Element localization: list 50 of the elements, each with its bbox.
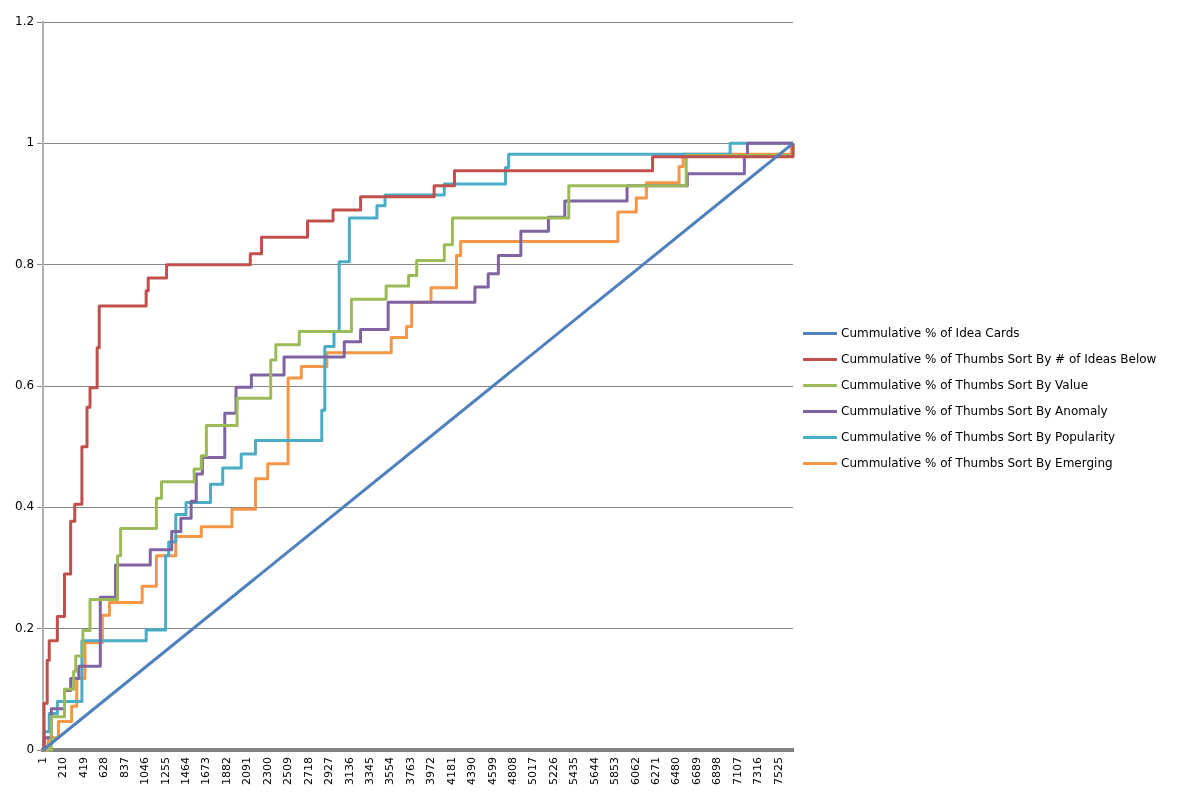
x-tick-label: 4808 xyxy=(506,757,519,786)
legend-label: Cummulative % of Thumbs Sort By Emerging xyxy=(841,456,1113,470)
x-tick-label: 3972 xyxy=(424,757,438,786)
x-tick-label: 1673 xyxy=(199,757,213,786)
x-tick-label: 2509 xyxy=(281,757,295,786)
x-tick-label: 4599 xyxy=(485,757,499,786)
x-tick-label: 1464 xyxy=(179,757,192,786)
x-tick-label: 5435 xyxy=(567,757,581,786)
x-tick-label: 2091 xyxy=(240,757,254,786)
x-tick-label: 1046 xyxy=(138,757,152,786)
y-tick-label: 0.4 xyxy=(14,499,35,514)
x-tick-label: 6689 xyxy=(689,757,703,786)
legend-label: Cummulative % of Thumbs Sort By # of Ideas Below xyxy=(841,352,1157,366)
x-tick-label: 3136 xyxy=(342,757,356,786)
x-tick-label: 1255 xyxy=(158,757,172,786)
x-tick-label: 4181 xyxy=(444,757,458,786)
y-tick-label: 0.2 xyxy=(14,620,35,635)
y-tick-label: 0.6 xyxy=(14,378,35,393)
x-tick-label: 837 xyxy=(117,757,131,779)
x-tick-label: 4390 xyxy=(465,757,479,786)
x-tick-label: 3554 xyxy=(383,757,397,786)
x-tick-label: 5226 xyxy=(546,757,560,786)
x-tick-label: 5853 xyxy=(608,757,622,786)
x-tick-label: 7107 xyxy=(730,757,744,786)
legend-label: Cummulative % of Thumbs Sort By Popularity xyxy=(841,430,1116,444)
legend-label: Cummulative % of Idea Cards xyxy=(841,326,1020,340)
x-tick-label: 419 xyxy=(76,757,90,779)
x-tick-label: 6062 xyxy=(628,757,642,786)
x-tick-label: 2927 xyxy=(322,757,336,786)
x-tick-label: 6898 xyxy=(710,757,724,786)
x-tick-label: 3763 xyxy=(403,757,417,786)
y-tick-label: 0.8 xyxy=(14,256,35,271)
x-tick-label: 6271 xyxy=(649,757,663,786)
legend-label: Cummulative % of Thumbs Sort By Value xyxy=(841,378,1089,392)
x-tick-label: 628 xyxy=(97,757,111,779)
x-tick-label: 7316 xyxy=(751,757,765,786)
y-tick-label: 1.2 xyxy=(14,14,35,29)
legend-label: Cummulative % of Thumbs Sort By Anomaly xyxy=(841,404,1108,418)
x-tick-label: 2718 xyxy=(301,757,315,786)
x-tick-label: 5017 xyxy=(526,757,540,786)
x-tick-label: 3345 xyxy=(362,757,376,786)
x-tick-label: 7525 xyxy=(771,757,785,786)
y-tick-label: 0 xyxy=(26,742,35,757)
x-tick-label: 1882 xyxy=(219,757,233,786)
y-tick-label: 1 xyxy=(26,135,35,150)
x-tick-label: 5644 xyxy=(587,757,601,786)
x-tick-label: 210 xyxy=(56,757,70,779)
x-tick-label: 1 xyxy=(35,757,49,765)
x-tick-label: 6480 xyxy=(669,757,683,786)
x-tick-label: 2300 xyxy=(260,757,274,786)
